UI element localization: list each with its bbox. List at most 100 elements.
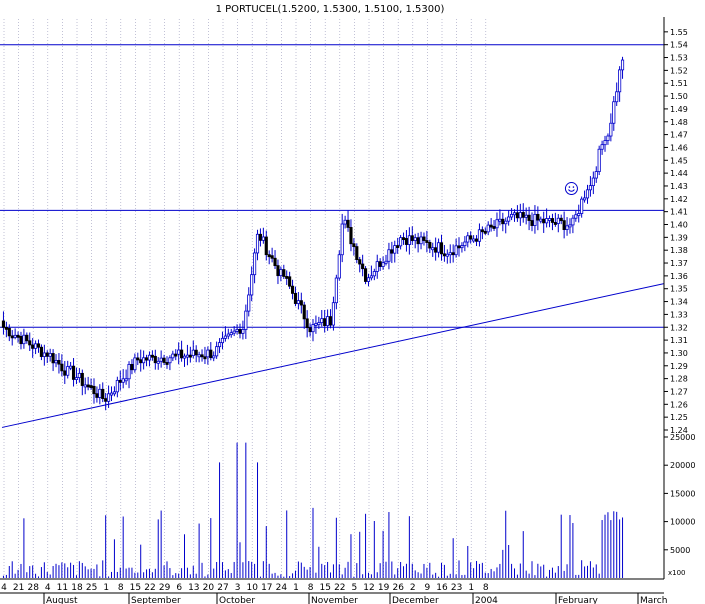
- candle-body: [416, 237, 420, 245]
- candle-body: [413, 237, 417, 241]
- candle-body: [454, 245, 458, 256]
- candle-body: [343, 219, 347, 225]
- price-tick-label: 1.43: [670, 182, 688, 191]
- price-tick-label: 1.44: [670, 169, 688, 178]
- candle-body: [463, 241, 467, 247]
- candle-body: [290, 285, 295, 294]
- candle-body: [48, 353, 52, 357]
- candle-body: [366, 277, 371, 282]
- x-day-label: 15: [319, 583, 330, 593]
- candle-body: [331, 302, 336, 326]
- x-day-label: 13: [188, 583, 199, 593]
- candle-body: [261, 236, 265, 241]
- price-tick-label: 1.45: [670, 156, 688, 165]
- candle-body: [197, 354, 201, 358]
- x-day-label: 24: [276, 583, 288, 593]
- price-tick-label: 1.33: [670, 310, 688, 319]
- price-tick-label: 1.29: [670, 362, 688, 371]
- candle-body: [355, 246, 359, 261]
- candle-body: [620, 59, 625, 71]
- x-day-label: 19: [378, 583, 390, 593]
- x-day-label: 8: [483, 583, 489, 593]
- candle-body: [142, 357, 146, 364]
- candle-body: [247, 294, 251, 312]
- candle-body: [474, 238, 479, 242]
- candle-body: [293, 292, 298, 304]
- price-tick-label: 1.51: [670, 79, 688, 88]
- price-tick-label: 1.31: [670, 336, 688, 345]
- candle-body: [603, 140, 607, 146]
- price-tick-label: 1.54: [670, 41, 688, 50]
- price-tick-label: 1.39: [670, 233, 688, 242]
- price-tick-label: 1.49: [670, 105, 688, 114]
- price-tick-label: 1.25: [670, 413, 688, 422]
- x-day-label: 25: [86, 583, 97, 593]
- candle-body: [445, 253, 449, 257]
- price-tick-label: 1.41: [670, 208, 688, 217]
- price-tick-label: 1.38: [670, 246, 688, 255]
- x-month-label: March: [640, 596, 667, 604]
- candle-body: [220, 337, 225, 344]
- candle-body: [559, 217, 563, 222]
- candle-body: [358, 259, 362, 265]
- candle-body: [533, 213, 537, 226]
- candle-body: [165, 362, 169, 365]
- candle-body: [282, 269, 286, 277]
- candle-body: [118, 379, 122, 383]
- price-tick-label: 1.30: [670, 349, 688, 358]
- candle-body: [80, 372, 84, 386]
- candle-body: [7, 327, 11, 337]
- x-day-label: 21: [13, 583, 24, 593]
- candle-body: [486, 224, 490, 233]
- candle-body: [436, 242, 441, 253]
- x-day-label: 17: [261, 583, 272, 593]
- candle-body: [302, 304, 306, 320]
- candle-body: [39, 346, 43, 357]
- candle-body: [1, 320, 6, 328]
- x-day-label: 1: [293, 583, 299, 593]
- x-day-label: 16: [436, 583, 448, 593]
- candle-body: [550, 218, 555, 223]
- candle-body: [182, 355, 187, 359]
- candle-body: [267, 254, 271, 258]
- x-day-label: 12: [363, 583, 374, 593]
- candle-body: [419, 236, 423, 245]
- volume-tick-label: 25000: [670, 433, 695, 442]
- candle-body: [285, 276, 289, 279]
- candle-body: [326, 316, 330, 326]
- candle-body: [317, 322, 321, 326]
- candle-body: [442, 253, 446, 257]
- candle-body: [115, 379, 119, 393]
- candle-body: [162, 357, 166, 363]
- price-tick-label: 1.24: [670, 426, 688, 435]
- smiley-annotation: [564, 182, 578, 196]
- candle-body: [66, 366, 70, 376]
- candle-body: [209, 349, 213, 359]
- candle-body: [320, 318, 324, 324]
- x-day-label: 26: [392, 583, 404, 593]
- candle-body: [130, 363, 134, 371]
- volume-tick-label: 5000: [670, 546, 690, 555]
- candle-body: [226, 333, 230, 337]
- candle-body: [512, 212, 517, 216]
- x-day-label: 29: [159, 583, 171, 593]
- x-day-label: 8: [118, 583, 124, 593]
- candle-body: [346, 219, 350, 228]
- candle-body: [428, 242, 432, 249]
- candle-body: [133, 357, 137, 371]
- candle-body: [89, 385, 93, 388]
- candle-body: [308, 327, 312, 333]
- x-day-label: 2: [410, 583, 416, 593]
- smiley-eye: [568, 186, 571, 188]
- price-tick-label: 1.53: [670, 54, 688, 63]
- candle-body: [194, 349, 198, 356]
- candle-body: [101, 388, 105, 399]
- candle-body: [585, 189, 590, 199]
- candle-body: [77, 372, 81, 378]
- candle-body: [492, 226, 496, 229]
- candle-body: [34, 343, 38, 349]
- candle-body: [609, 122, 613, 137]
- candle-body: [127, 363, 131, 380]
- candle-body: [363, 268, 368, 282]
- x-month-label: October: [219, 596, 255, 604]
